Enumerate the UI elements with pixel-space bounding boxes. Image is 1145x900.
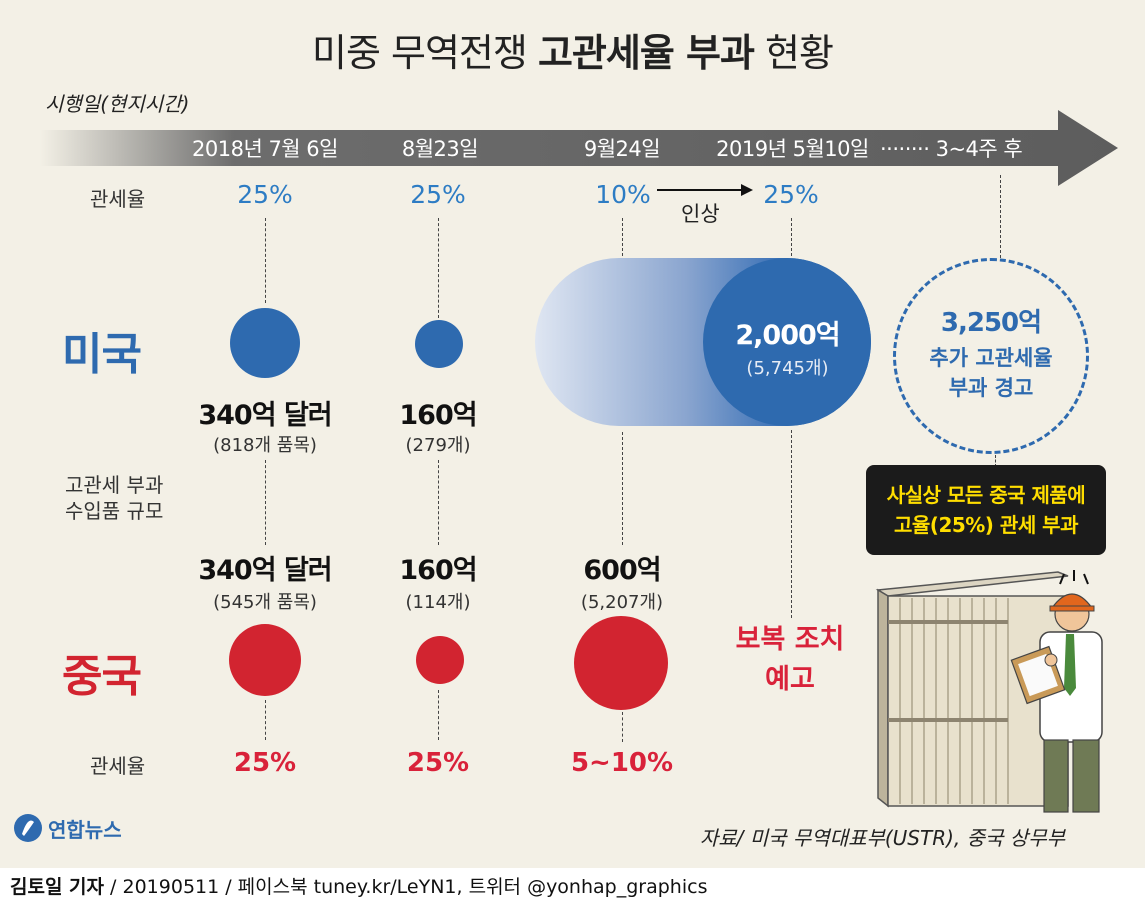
retaliation-notice: 보복 조치 예고: [735, 624, 845, 695]
china-rate-1: 25%: [233, 748, 297, 778]
us-rate-1: 25%: [237, 180, 293, 209]
warning-amount: 3,250억: [940, 308, 1042, 338]
timeline-date-5: ········ 3~4주 후: [880, 137, 1023, 161]
china-amount-1: 340억 달러: [198, 555, 332, 586]
china-rate-label: 관세율: [90, 754, 146, 778]
china-label: 중국: [62, 651, 142, 702]
import-scale-label: 고관세 부과 수입품 규모: [65, 473, 164, 523]
connector-line: [791, 430, 792, 618]
page-title: 미중 무역전쟁 고관세율 부과 현황: [312, 31, 834, 75]
timeline-date-1: 2018년 7월 6일: [192, 137, 338, 161]
us-rate-label: 관세율: [90, 187, 146, 211]
axis-label: 시행일(현지시간): [45, 92, 190, 116]
us-items-3: (5,745개): [746, 358, 829, 379]
us-amount-1: 340억 달러: [198, 400, 332, 431]
connector-line: [438, 690, 439, 740]
connector-line: [791, 218, 792, 256]
china-items-1: (545개 품목): [213, 592, 317, 613]
raise-label: 인상: [681, 202, 720, 226]
china-rate-3: 5~10%: [570, 748, 674, 778]
timeline-date-3: 9월24일: [583, 137, 661, 161]
connector-line: [1000, 175, 1001, 258]
timeline-arrow: [40, 110, 1118, 186]
us-circle-2: [415, 320, 463, 368]
connector-line: [265, 460, 266, 545]
us-label: 미국: [62, 329, 142, 380]
footer-credit: 김토일 기자 / 20190511 / 페이스북 tuney.kr/LeYN1,…: [10, 876, 708, 898]
china-circle-1: [229, 624, 301, 696]
china-circle-2: [416, 636, 464, 684]
us-items-2: (279개): [405, 435, 471, 456]
yonhap-logo: 연합뉴스: [12, 808, 152, 848]
us-circle-3: [535, 258, 871, 426]
china-items-2: (114개): [405, 592, 471, 613]
china-rate-2: 25%: [406, 748, 470, 778]
china-circle-3: [574, 616, 668, 710]
timeline-date-2: 8월23일: [401, 137, 479, 161]
us-rate-3: 10%: [595, 180, 651, 209]
us-items-1: (818개 품목): [213, 435, 317, 456]
us-rate-2: 25%: [410, 180, 466, 209]
footer-background: [0, 868, 1145, 900]
china-amount-2: 160억: [399, 555, 477, 586]
china-items-3: (5,207개): [580, 592, 664, 613]
raise-arrow: [657, 184, 753, 196]
connector-line: [622, 218, 623, 256]
china-amount-3: 600억: [583, 555, 661, 586]
us-rate-4: 25%: [763, 180, 819, 209]
connector-line: [622, 432, 623, 545]
source-note: 자료/ 미국 무역대표부(USTR), 중국 상무부: [699, 826, 1065, 850]
connector-line: [265, 700, 266, 740]
container-worker-illustration: [875, 570, 1103, 813]
timeline-date-4: 2019년 5월10일: [716, 137, 869, 161]
callout-box: 사실상 모든 중국 제품에 고율(25%) 관세 부과: [866, 465, 1106, 555]
connector-line: [265, 218, 266, 303]
warning-ring: [893, 258, 1089, 454]
connector-line: [438, 460, 439, 545]
connector-line: [995, 455, 996, 467]
connector-line: [438, 218, 439, 318]
warning-text-2: 부과 경고: [948, 376, 1034, 400]
warning-text-1: 추가 고관세율: [929, 346, 1053, 370]
us-amount-2: 160억: [399, 400, 477, 431]
yonhap-logo-icon: [14, 814, 42, 842]
us-circle-1: [230, 308, 300, 378]
connector-line: [622, 712, 623, 742]
us-amount-3: 2,000억: [735, 320, 840, 351]
